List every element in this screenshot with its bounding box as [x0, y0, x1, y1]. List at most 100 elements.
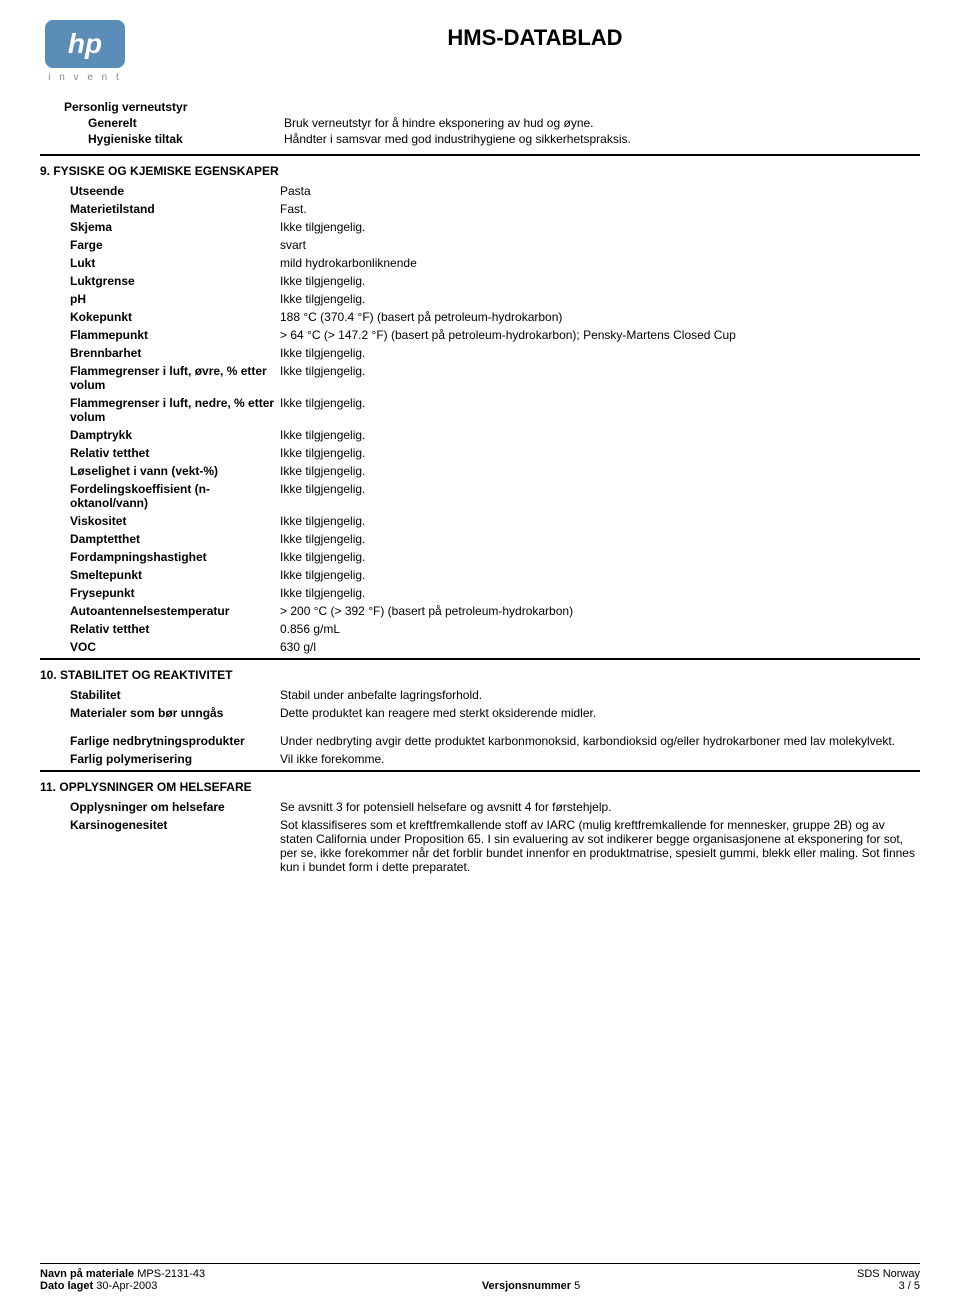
- footer-material-label: Navn på materiale: [40, 1268, 134, 1280]
- footer-version-value: 5: [574, 1280, 580, 1292]
- property-label: Stabilitet: [70, 688, 280, 702]
- property-label: Flammegrenser i luft, nedre, % etter vol…: [70, 396, 280, 424]
- property-row: Flammepunkt> 64 °C (> 147.2 °F) (basert …: [70, 328, 920, 342]
- property-value: > 200 °C (> 392 °F) (basert på petroleum…: [280, 604, 920, 618]
- property-row: Relativ tetthet0.856 g/mL: [70, 622, 920, 636]
- property-value: Stabil under anbefalte lagringsforhold.: [280, 688, 920, 702]
- property-row: MaterietilstandFast.: [70, 202, 920, 216]
- property-label: Karsinogenesitet: [70, 818, 280, 874]
- divider: [40, 154, 920, 156]
- property-row: Farlig polymeriseringVil ikke forekomme.: [70, 752, 920, 766]
- property-label: Skjema: [70, 220, 280, 234]
- property-label: Damptrykk: [70, 428, 280, 442]
- property-value: Ikke tilgjengelig.: [280, 514, 920, 528]
- property-value: Ikke tilgjengelig.: [280, 532, 920, 546]
- hp-logo-mark: hp: [45, 20, 125, 68]
- property-value: Ikke tilgjengelig.: [280, 428, 920, 442]
- pp-hygiene-label: Hygieniske tiltak: [88, 132, 284, 146]
- property-label: Materietilstand: [70, 202, 280, 216]
- property-label: Utseende: [70, 184, 280, 198]
- section10-title: 10. STABILITET OG REAKTIVITET: [40, 668, 920, 682]
- footer-version-label: Versjonsnummer: [482, 1280, 571, 1292]
- property-value: Ikke tilgjengelig.: [280, 346, 920, 360]
- footer-date-value: 30-Apr-2003: [96, 1280, 157, 1292]
- property-value: Under nedbryting avgir dette produktet k…: [280, 734, 920, 748]
- property-row: Flammegrenser i luft, nedre, % etter vol…: [70, 396, 920, 424]
- property-label: Relativ tetthet: [70, 622, 280, 636]
- property-value: 0.856 g/mL: [280, 622, 920, 636]
- section9-title: 9. FYSISKE OG KJEMISKE EGENSKAPER: [40, 164, 920, 178]
- hp-logo: hp i n v e n t: [40, 20, 130, 90]
- property-value: Pasta: [280, 184, 920, 198]
- footer-date-label: Dato laget: [40, 1280, 93, 1292]
- property-row: KarsinogenesitetSot klassifiseres som et…: [70, 818, 920, 874]
- header: hp i n v e n t HMS-DATABLAD: [40, 0, 920, 90]
- property-value: Ikke tilgjengelig.: [280, 274, 920, 288]
- property-row: LuktgrenseIkke tilgjengelig.: [70, 274, 920, 288]
- section9-rows: UtseendePastaMaterietilstandFast.SkjemaI…: [70, 184, 920, 654]
- property-label: Kokepunkt: [70, 310, 280, 324]
- property-value: Se avsnitt 3 for potensiell helsefare og…: [280, 800, 920, 814]
- hp-logo-subtext: i n v e n t: [48, 72, 122, 83]
- personal-protection: Personlig verneutstyr Generelt Bruk vern…: [64, 100, 920, 146]
- pp-general-value: Bruk verneutstyr for å hindre eksponerin…: [284, 116, 920, 130]
- property-row: UtseendePasta: [70, 184, 920, 198]
- property-value: Vil ikke forekomme.: [280, 752, 920, 766]
- property-row: SkjemaIkke tilgjengelig.: [70, 220, 920, 234]
- property-value: 630 g/l: [280, 640, 920, 654]
- property-label: Smeltepunkt: [70, 568, 280, 582]
- property-row: Opplysninger om helsefareSe avsnitt 3 fo…: [70, 800, 920, 814]
- footer-right: SDS Norway 3 / 5: [857, 1268, 920, 1292]
- pp-heading: Personlig verneutstyr: [64, 100, 284, 114]
- property-value: Ikke tilgjengelig.: [280, 568, 920, 582]
- pp-hygiene-value: Håndter i samsvar med god industrihygien…: [284, 132, 920, 146]
- property-label: Luktgrense: [70, 274, 280, 288]
- property-value: Ikke tilgjengelig.: [280, 464, 920, 478]
- property-label: Løselighet i vann (vekt-%): [70, 464, 280, 478]
- property-row: Løselighet i vann (vekt-%)Ikke tilgjenge…: [70, 464, 920, 478]
- property-label: Brennbarhet: [70, 346, 280, 360]
- footer-sds: SDS Norway: [857, 1268, 920, 1280]
- property-row: DamptrykkIkke tilgjengelig.: [70, 428, 920, 442]
- property-row: FordampningshastighetIkke tilgjengelig.: [70, 550, 920, 564]
- property-label: Lukt: [70, 256, 280, 270]
- property-row: Relativ tetthetIkke tilgjengelig.: [70, 446, 920, 460]
- property-label: VOC: [70, 640, 280, 654]
- property-label: Opplysninger om helsefare: [70, 800, 280, 814]
- section10-rows: StabilitetStabil under anbefalte lagring…: [70, 688, 920, 766]
- property-row: SmeltepunktIkke tilgjengelig.: [70, 568, 920, 582]
- property-value: Dette produktet kan reagere med sterkt o…: [280, 706, 920, 720]
- property-label: Farlig polymerisering: [70, 752, 280, 766]
- property-value: Sot klassifiseres som et kreftfremkallen…: [280, 818, 920, 874]
- property-label: Fordelingskoeffisient (n-oktanol/vann): [70, 482, 280, 510]
- document-title: HMS-DATABLAD: [150, 20, 920, 51]
- property-value: Ikke tilgjengelig.: [280, 550, 920, 564]
- property-label: Damptetthet: [70, 532, 280, 546]
- property-label: Farlige nedbrytningsprodukter: [70, 734, 280, 748]
- property-label: Flammepunkt: [70, 328, 280, 342]
- content: Personlig verneutstyr Generelt Bruk vern…: [40, 100, 920, 874]
- property-value: Ikke tilgjengelig.: [280, 396, 920, 424]
- property-value: Fast.: [280, 202, 920, 216]
- property-row: Flammegrenser i luft, øvre, % etter volu…: [70, 364, 920, 392]
- property-row: Luktmild hydrokarbonliknende: [70, 256, 920, 270]
- property-value: Ikke tilgjengelig.: [280, 292, 920, 306]
- property-label: Autoantennelsestemperatur: [70, 604, 280, 618]
- divider: [40, 770, 920, 772]
- pp-general-label: Generelt: [88, 116, 284, 130]
- property-row: Materialer som bør unngåsDette produktet…: [70, 706, 920, 720]
- property-label: Viskositet: [70, 514, 280, 528]
- property-row: Kokepunkt188 °C (370.4 °F) (basert på pe…: [70, 310, 920, 324]
- property-label: pH: [70, 292, 280, 306]
- property-row: VOC630 g/l: [70, 640, 920, 654]
- property-value: Ikke tilgjengelig.: [280, 364, 920, 392]
- property-value: 188 °C (370.4 °F) (basert på petroleum-h…: [280, 310, 920, 324]
- property-value: svart: [280, 238, 920, 252]
- property-value: mild hydrokarbonliknende: [280, 256, 920, 270]
- property-row: ViskositetIkke tilgjengelig.: [70, 514, 920, 528]
- property-label: Farge: [70, 238, 280, 252]
- property-row: pHIkke tilgjengelig.: [70, 292, 920, 306]
- property-label: Relativ tetthet: [70, 446, 280, 460]
- footer-page: 3 / 5: [857, 1280, 920, 1292]
- property-row: StabilitetStabil under anbefalte lagring…: [70, 688, 920, 702]
